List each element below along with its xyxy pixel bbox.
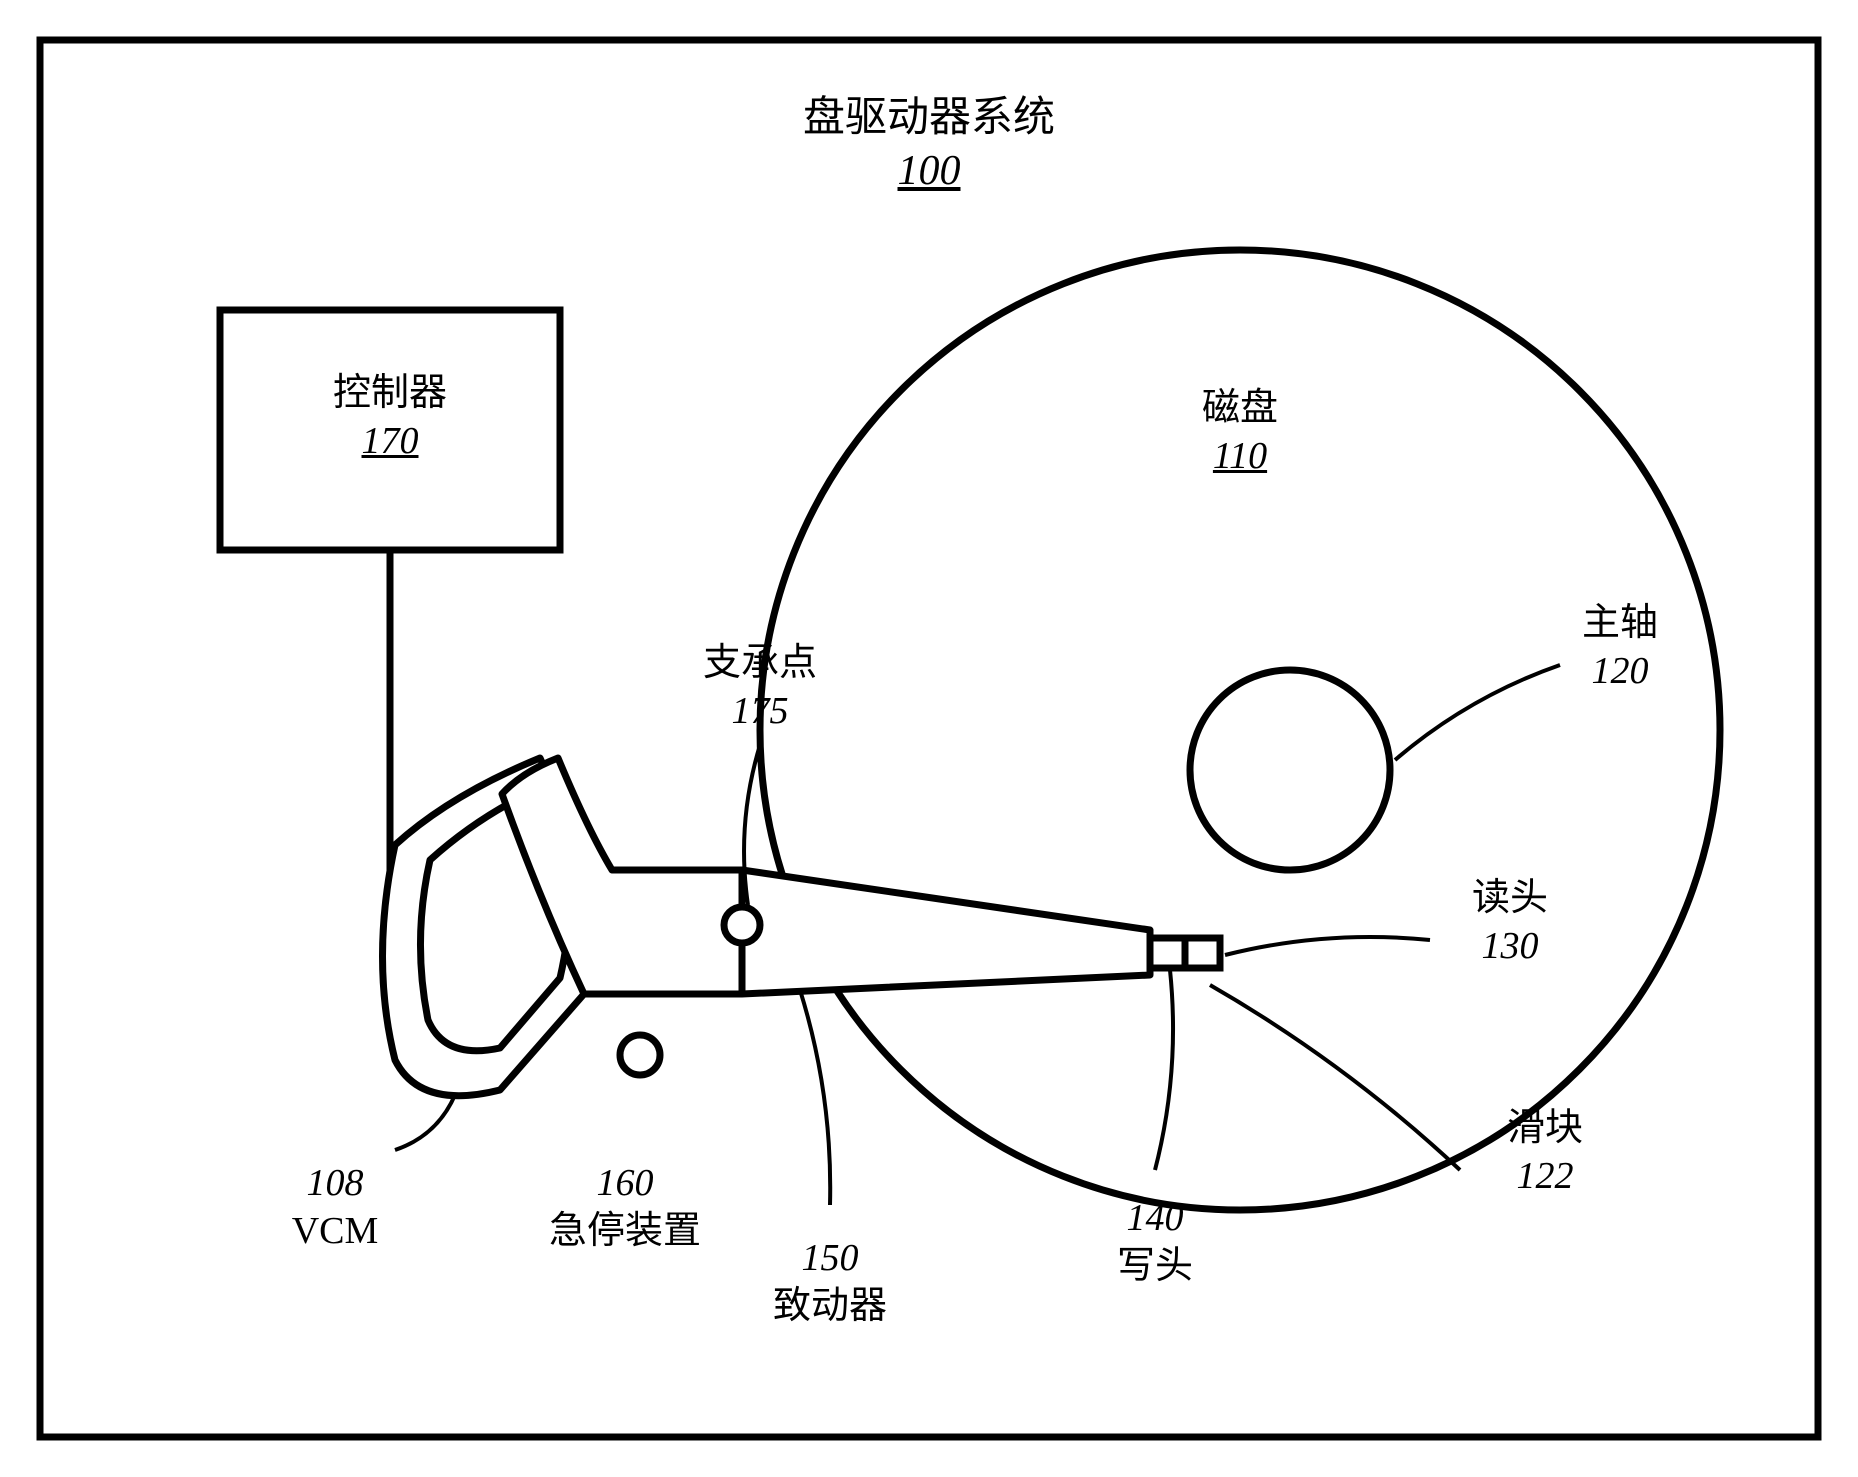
write-head-num: 140 [855,1195,1455,1243]
read-head-label: 读头 130 [1210,875,1810,970]
slider-num: 122 [1245,1153,1845,1201]
bearing-num: 175 [460,688,1060,736]
title: 盘驱动器系统 100 [629,92,1229,197]
disk-num: 110 [940,433,1540,481]
spindle-label: 主轴 120 [1320,600,1858,695]
controller-text: 控制器 [90,370,690,418]
disk-text: 磁盘 [940,385,1540,433]
crash-stop-num: 160 [325,1160,925,1208]
title-num: 100 [629,145,1229,198]
read-head-text: 读头 [1210,875,1810,923]
controller-label: 控制器 170 [90,370,690,465]
controller-num: 170 [90,418,690,466]
slider-text: 滑块 [1245,1105,1845,1153]
slider-label: 滑块 122 [1245,1105,1845,1200]
diagram-root: 盘驱动器系统 100 控制器 170 磁盘 110 主轴 120 支承点 175… [0,0,1858,1477]
write-head-label: 140 写头 [855,1195,1455,1290]
title-text: 盘驱动器系统 [629,92,1229,145]
bearing-text: 支承点 [460,640,1060,688]
write-head-text: 写头 [855,1243,1455,1291]
read-head-num: 130 [1210,923,1810,971]
disk-label: 磁盘 110 [940,385,1540,480]
spindle-text: 主轴 [1320,600,1858,648]
spindle-num: 120 [1320,648,1858,696]
bearing-label: 支承点 175 [460,640,1060,735]
